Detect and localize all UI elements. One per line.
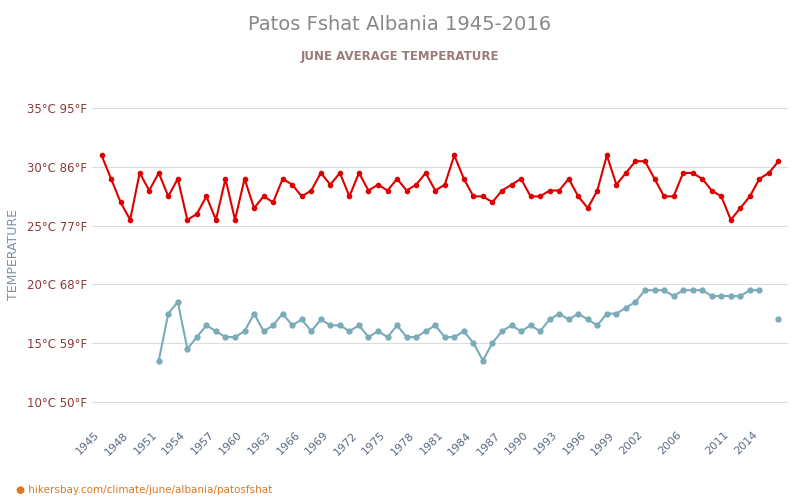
Text: JUNE AVERAGE TEMPERATURE: JUNE AVERAGE TEMPERATURE bbox=[301, 50, 499, 63]
Y-axis label: TEMPERATURE: TEMPERATURE bbox=[7, 210, 20, 300]
Text: Patos Fshat Albania 1945-2016: Patos Fshat Albania 1945-2016 bbox=[249, 15, 551, 34]
Text: ● hikersbay.com/climate/june/albania/patosfshat: ● hikersbay.com/climate/june/albania/pat… bbox=[16, 485, 272, 495]
